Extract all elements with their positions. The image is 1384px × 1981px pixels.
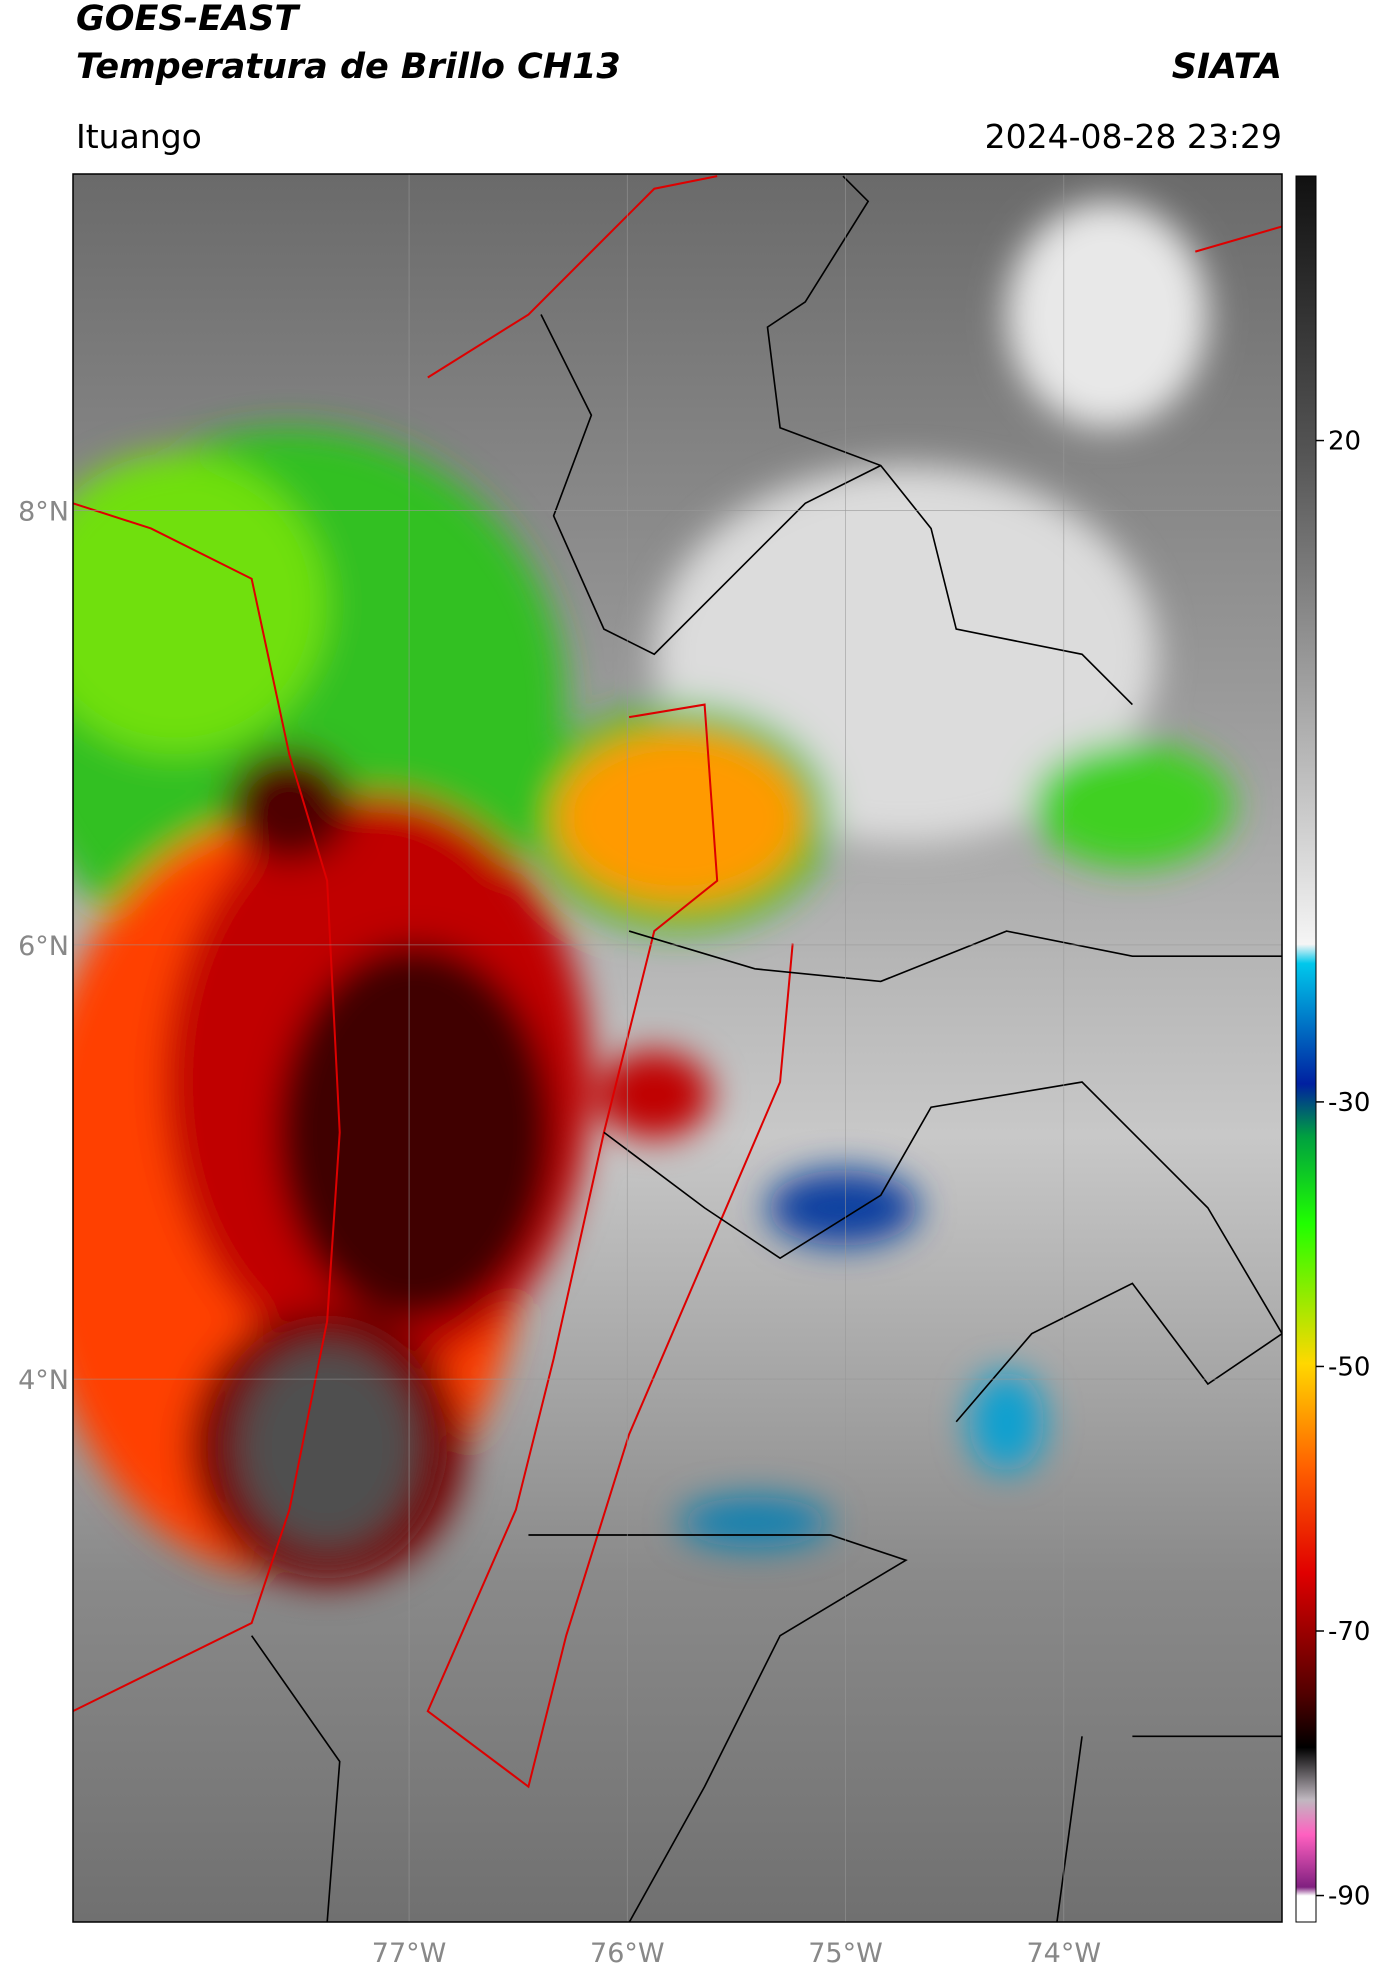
colorbar-tick-label: -90 — [1328, 1882, 1370, 1912]
graticule — [73, 174, 1282, 1922]
colorbar-tick-label: -70 — [1328, 1617, 1370, 1647]
lon-label: 77°W — [372, 1938, 447, 1969]
lon-label: 75°W — [808, 1938, 883, 1969]
lat-label: 8°N — [18, 497, 69, 528]
colorbar-tick-label: 20 — [1328, 427, 1361, 457]
timestamp: 2024-08-28 23:29 — [985, 117, 1282, 156]
lat-label: 6°N — [18, 931, 69, 962]
satellite-image — [73, 174, 1282, 1922]
colorbar-tick-label: -50 — [1328, 1352, 1370, 1382]
title: GOES-EAST — [76, 0, 301, 39]
colorbar — [1295, 175, 1317, 1923]
location: Ituango — [76, 117, 202, 156]
lon-label: 74°W — [1026, 1938, 1101, 1969]
map-frame — [72, 173, 1283, 1923]
colorbar-tick-label: -30 — [1328, 1088, 1370, 1118]
subtitle: Temperatura de Brillo CH13 — [76, 47, 621, 87]
lon-label: 76°W — [590, 1938, 665, 1969]
lat-label: 4°N — [18, 1365, 69, 1396]
agency: SIATA — [1172, 47, 1282, 87]
